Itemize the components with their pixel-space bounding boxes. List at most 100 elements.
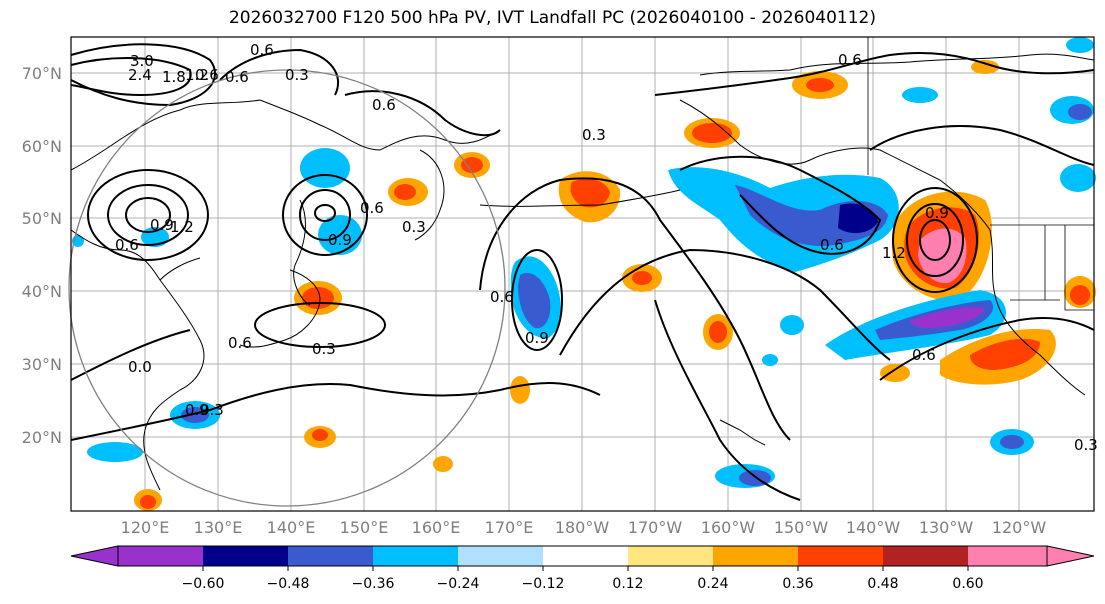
contour-label: 0.0 [128, 358, 152, 376]
lat-label: 40°N [22, 282, 62, 301]
lon-label: 130°E [194, 518, 243, 537]
shade-pos-ne-canada [971, 60, 999, 74]
colorbar-tick-label: −0.48 [267, 576, 310, 592]
lat-label: 60°N [22, 137, 62, 156]
shade-neg-central-inner [518, 272, 551, 329]
contour-label-group: 3.0 2.4 1.8 1.2 0.6 0.3 0.6 0.6 0.3 0.6 … [115, 41, 1098, 454]
colorbar-bin [628, 546, 713, 566]
colorbar-tick-label: 0.24 [697, 576, 728, 592]
contour-label: 1.2 [170, 218, 194, 236]
contour-label: 0.9 [150, 216, 174, 234]
shade-pos-sw-inner [140, 495, 156, 509]
contour-label: 0.9 [328, 231, 352, 249]
contour-se [879, 317, 1095, 381]
colorbar-bin [543, 546, 628, 566]
contour-okhotsk-low-2 [299, 189, 351, 241]
lon-label: 160°E [412, 518, 461, 537]
colorbar-extend-right [1046, 545, 1095, 567]
coast-asia [70, 99, 501, 491]
contour-korea-low-2 [107, 184, 189, 246]
colorbar-tick-label: −0.60 [182, 576, 225, 592]
colorbar-tick-label: −0.36 [352, 576, 395, 592]
shade-pos-sub-c [510, 376, 530, 404]
shade-neg-sw-bottom [780, 315, 804, 335]
lat-label: 20°N [22, 428, 62, 447]
pv-contours [70, 43, 1095, 501]
colorbar-tick-label: −0.24 [437, 576, 480, 592]
coast-japan [239, 269, 321, 348]
contour-west-coast [869, 125, 1095, 166]
contour-label: 0.6 [360, 199, 384, 217]
map-title: 2026032700 F120 500 hPa PV, IVT Landfall… [228, 8, 876, 28]
colorbar-extend-left [70, 545, 119, 567]
contour-label: 0.3 [312, 340, 336, 358]
contour-label: 0.6 [912, 346, 936, 364]
lon-label: 150°E [340, 518, 389, 537]
coast-kamchatka [414, 149, 445, 241]
contour-label: 0.3 [402, 218, 426, 236]
lon-label: 130°W [919, 518, 974, 537]
shade-pos-okhotsk-inner [394, 184, 416, 200]
colorbar: −0.60 −0.48 −0.36 −0.24 −0.12 0.12 0.24 … [70, 545, 1095, 592]
lon-label: 160°W [701, 518, 756, 537]
lat-label: 50°N [22, 209, 62, 228]
contour-okhotsk-low-3 [314, 204, 336, 222]
contour-label: 0.9 [185, 401, 209, 419]
contour-label: 0.6 [490, 288, 514, 306]
lon-label: 140°E [267, 518, 316, 537]
shade-pos-westcoast-core [918, 228, 967, 284]
shade-neg-gulf-core [838, 203, 878, 234]
colorbar-tick-label: 0.48 [867, 576, 898, 592]
ivt-shading [72, 37, 1096, 511]
colorbar-bin [458, 546, 543, 566]
lon-label: 170°E [485, 518, 534, 537]
contour-label: 0.9 [925, 204, 949, 222]
colorbar-bin [288, 546, 373, 566]
coast-north [699, 53, 1095, 76]
map-frame [70, 36, 1095, 512]
lon-label: 140°W [846, 518, 901, 537]
colorbar-bin [968, 546, 1047, 566]
colorbar-bin [203, 546, 288, 566]
shade-neg-se-inner [1000, 435, 1024, 449]
colorbar-tick-label: 0.60 [952, 576, 983, 592]
contour-north-pac [344, 90, 501, 137]
shade-neg-small-1 [762, 354, 778, 366]
contour-label: 0.6 [195, 66, 219, 84]
shade-pos-hawaii-n-inner [709, 321, 727, 343]
contour-label: 0.6 [225, 68, 249, 86]
longitude-labels: 120°E 130°E 140°E 150°E 160°E 170°E 180°… [121, 518, 1047, 537]
colorbar-bin [118, 546, 203, 566]
contour-label: 0.3 [285, 66, 309, 84]
contour-pacific-ridge [559, 248, 891, 361]
shade-pos-dateline-inner [570, 178, 610, 208]
colorbar-bin [883, 546, 968, 566]
shade-pos-east-inner [1070, 285, 1090, 305]
contour-aleutian-low [479, 177, 791, 441]
contour-okhotsk-low [282, 174, 368, 256]
colorbar-bin [373, 546, 458, 566]
latitude-labels: 70°N 60°N 50°N 40°N 30°N 20°N [22, 64, 62, 447]
contour-korea-low [87, 169, 209, 261]
contour-label: 0.6 [838, 51, 862, 69]
contour-north-arc [654, 52, 1095, 96]
contour-label: 0.6 [372, 96, 396, 114]
contour-label: 2.4 [128, 66, 152, 84]
contour-hawaii [654, 299, 801, 501]
shade-neg-ne-inner [1068, 104, 1092, 120]
shade-neg-sakhalin [300, 148, 350, 188]
contour-central-low [511, 249, 563, 351]
contour-polar-2 [70, 57, 192, 97]
shade-pos-sub-w-inner [312, 429, 328, 441]
shade-pos-small [433, 456, 453, 472]
lon-label: 170°W [628, 518, 683, 537]
lat-label: 30°N [22, 355, 62, 374]
shade-pos-alaska-inner [692, 123, 732, 143]
lon-label: 180°W [555, 518, 610, 537]
contour-label: 0.3 [582, 126, 606, 144]
contour-label: 3.0 [130, 52, 154, 70]
contour-korea-low-3 [125, 197, 171, 233]
contour-subtrop-w-2 [70, 329, 191, 381]
shade-neg-philippine [87, 442, 143, 462]
contour-label: 0.6 [820, 236, 844, 254]
